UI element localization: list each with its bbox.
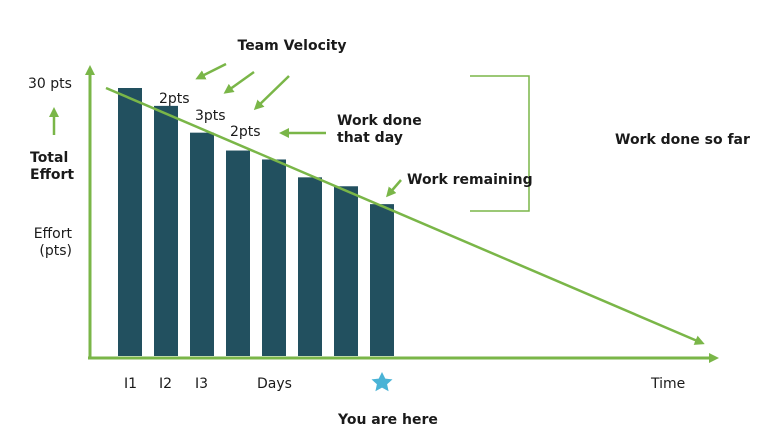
work-done-that-day-label: Work done that day — [337, 113, 422, 146]
work-done-so-far-label: Work done so far — [615, 132, 750, 148]
star-icon — [371, 372, 393, 392]
y-axis-sub-label: Effort (pts) — [33, 226, 72, 259]
effort-bar — [226, 150, 250, 356]
you-are-here-label: You are here — [338, 412, 438, 428]
work-done-bracket — [470, 75, 530, 212]
bars-group — [118, 88, 394, 356]
effort-bar — [262, 159, 286, 356]
work-remaining-label: Work remaining — [407, 172, 533, 188]
arrow-icon — [195, 62, 227, 80]
effort-bar — [298, 177, 322, 356]
y-axis-top-label: 30 pts — [28, 76, 72, 92]
arrow-icon — [223, 70, 255, 94]
effort-bar — [370, 204, 394, 356]
effort-bar — [190, 132, 214, 356]
velocity-label: 2pts — [230, 124, 261, 140]
x-days-label: Days — [257, 376, 292, 392]
x-tick-label: I1 — [124, 376, 138, 392]
arrow-icon — [253, 75, 290, 111]
velocity-label: 2pts — [159, 91, 190, 107]
x-time-label: Time — [651, 376, 686, 392]
x-tick-label: I3 — [195, 376, 209, 392]
effort-bar — [154, 105, 178, 356]
x-tick-label: I2 — [159, 376, 173, 392]
effort-bar — [118, 88, 142, 356]
y-axis-title: Total Effort — [30, 150, 75, 183]
arrow-icon — [386, 179, 402, 198]
velocity-label: 3pts — [195, 108, 226, 124]
effort-bar — [334, 186, 358, 356]
trend-line — [105, 86, 705, 345]
diagram-title: Team Velocity — [237, 38, 347, 54]
